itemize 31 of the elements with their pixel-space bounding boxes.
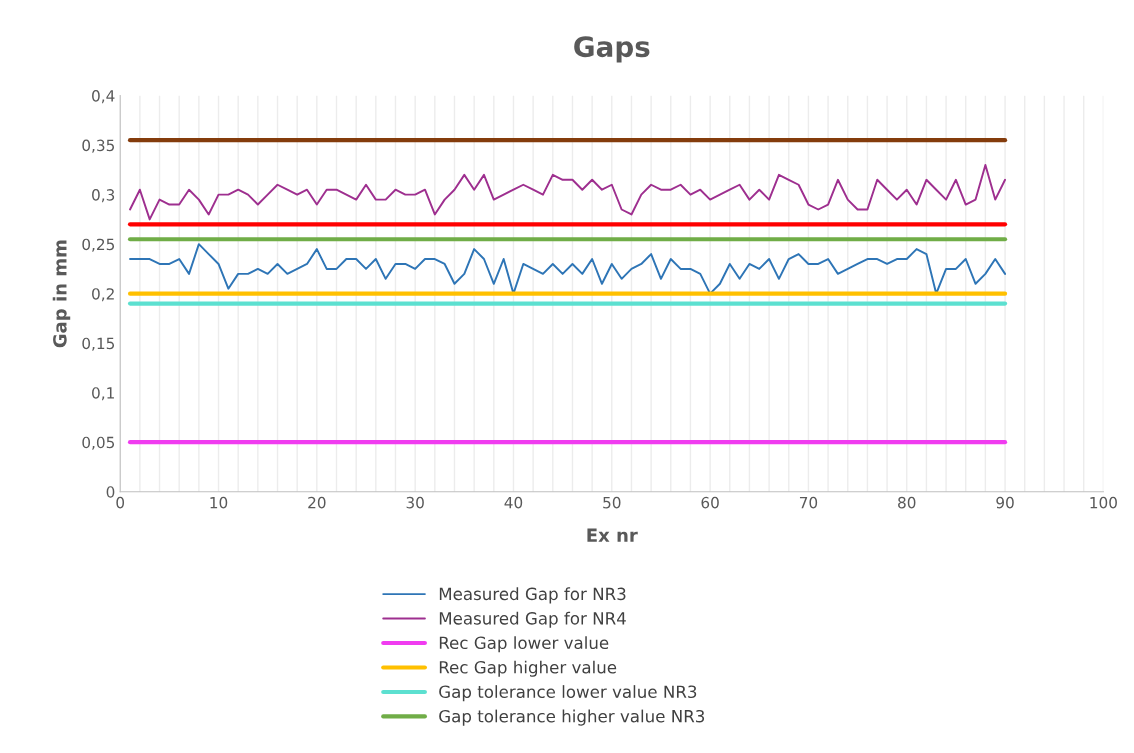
x-tick-label: 90 [996, 496, 1014, 509]
x-tick-label: 20 [308, 496, 326, 509]
y-tick-label: 0,25 [82, 238, 115, 252]
x-tick-label: 40 [504, 496, 523, 509]
x-tick-label: 60 [701, 496, 719, 509]
line-series [129, 163, 1007, 221]
x-axis-title: Ex nr [587, 528, 638, 542]
legend-label: Measured Gap for NR4 [439, 611, 626, 628]
x-tick-label: 10 [210, 496, 228, 509]
legend-label: Gap tolerance lower value NR3 [439, 685, 697, 702]
y-axis-title: Gap in mm [52, 240, 71, 348]
legend-label: Measured Gap for NR3 [439, 587, 626, 604]
x-tick-label: 70 [799, 496, 818, 509]
y-tick-label: 0 [106, 486, 115, 498]
x-tick-label: 30 [406, 496, 424, 509]
y-tick-label: 0,2 [92, 288, 114, 302]
x-tick-label: 0 [116, 496, 125, 509]
legend-label: Rec Gap lower value [439, 636, 609, 653]
y-tick-label: 0,35 [82, 139, 115, 153]
y-tick-label: 0,3 [92, 189, 115, 203]
chart-title: Gaps [574, 36, 650, 63]
x-tick-label: 80 [898, 496, 916, 509]
y-tick-label: 0,4 [92, 90, 115, 104]
x-tick-label: 100 [1090, 496, 1117, 509]
legend-label: Gap tolerance higher value NR3 [439, 709, 705, 726]
y-tick-label: 0,15 [82, 337, 115, 351]
y-tick-label: 0,05 [82, 436, 115, 450]
x-tick-label: 50 [603, 496, 621, 509]
line-series [129, 243, 1007, 295]
y-tick-label: 0,1 [92, 387, 114, 401]
legend-label: Rec Gap higher value [439, 660, 617, 677]
